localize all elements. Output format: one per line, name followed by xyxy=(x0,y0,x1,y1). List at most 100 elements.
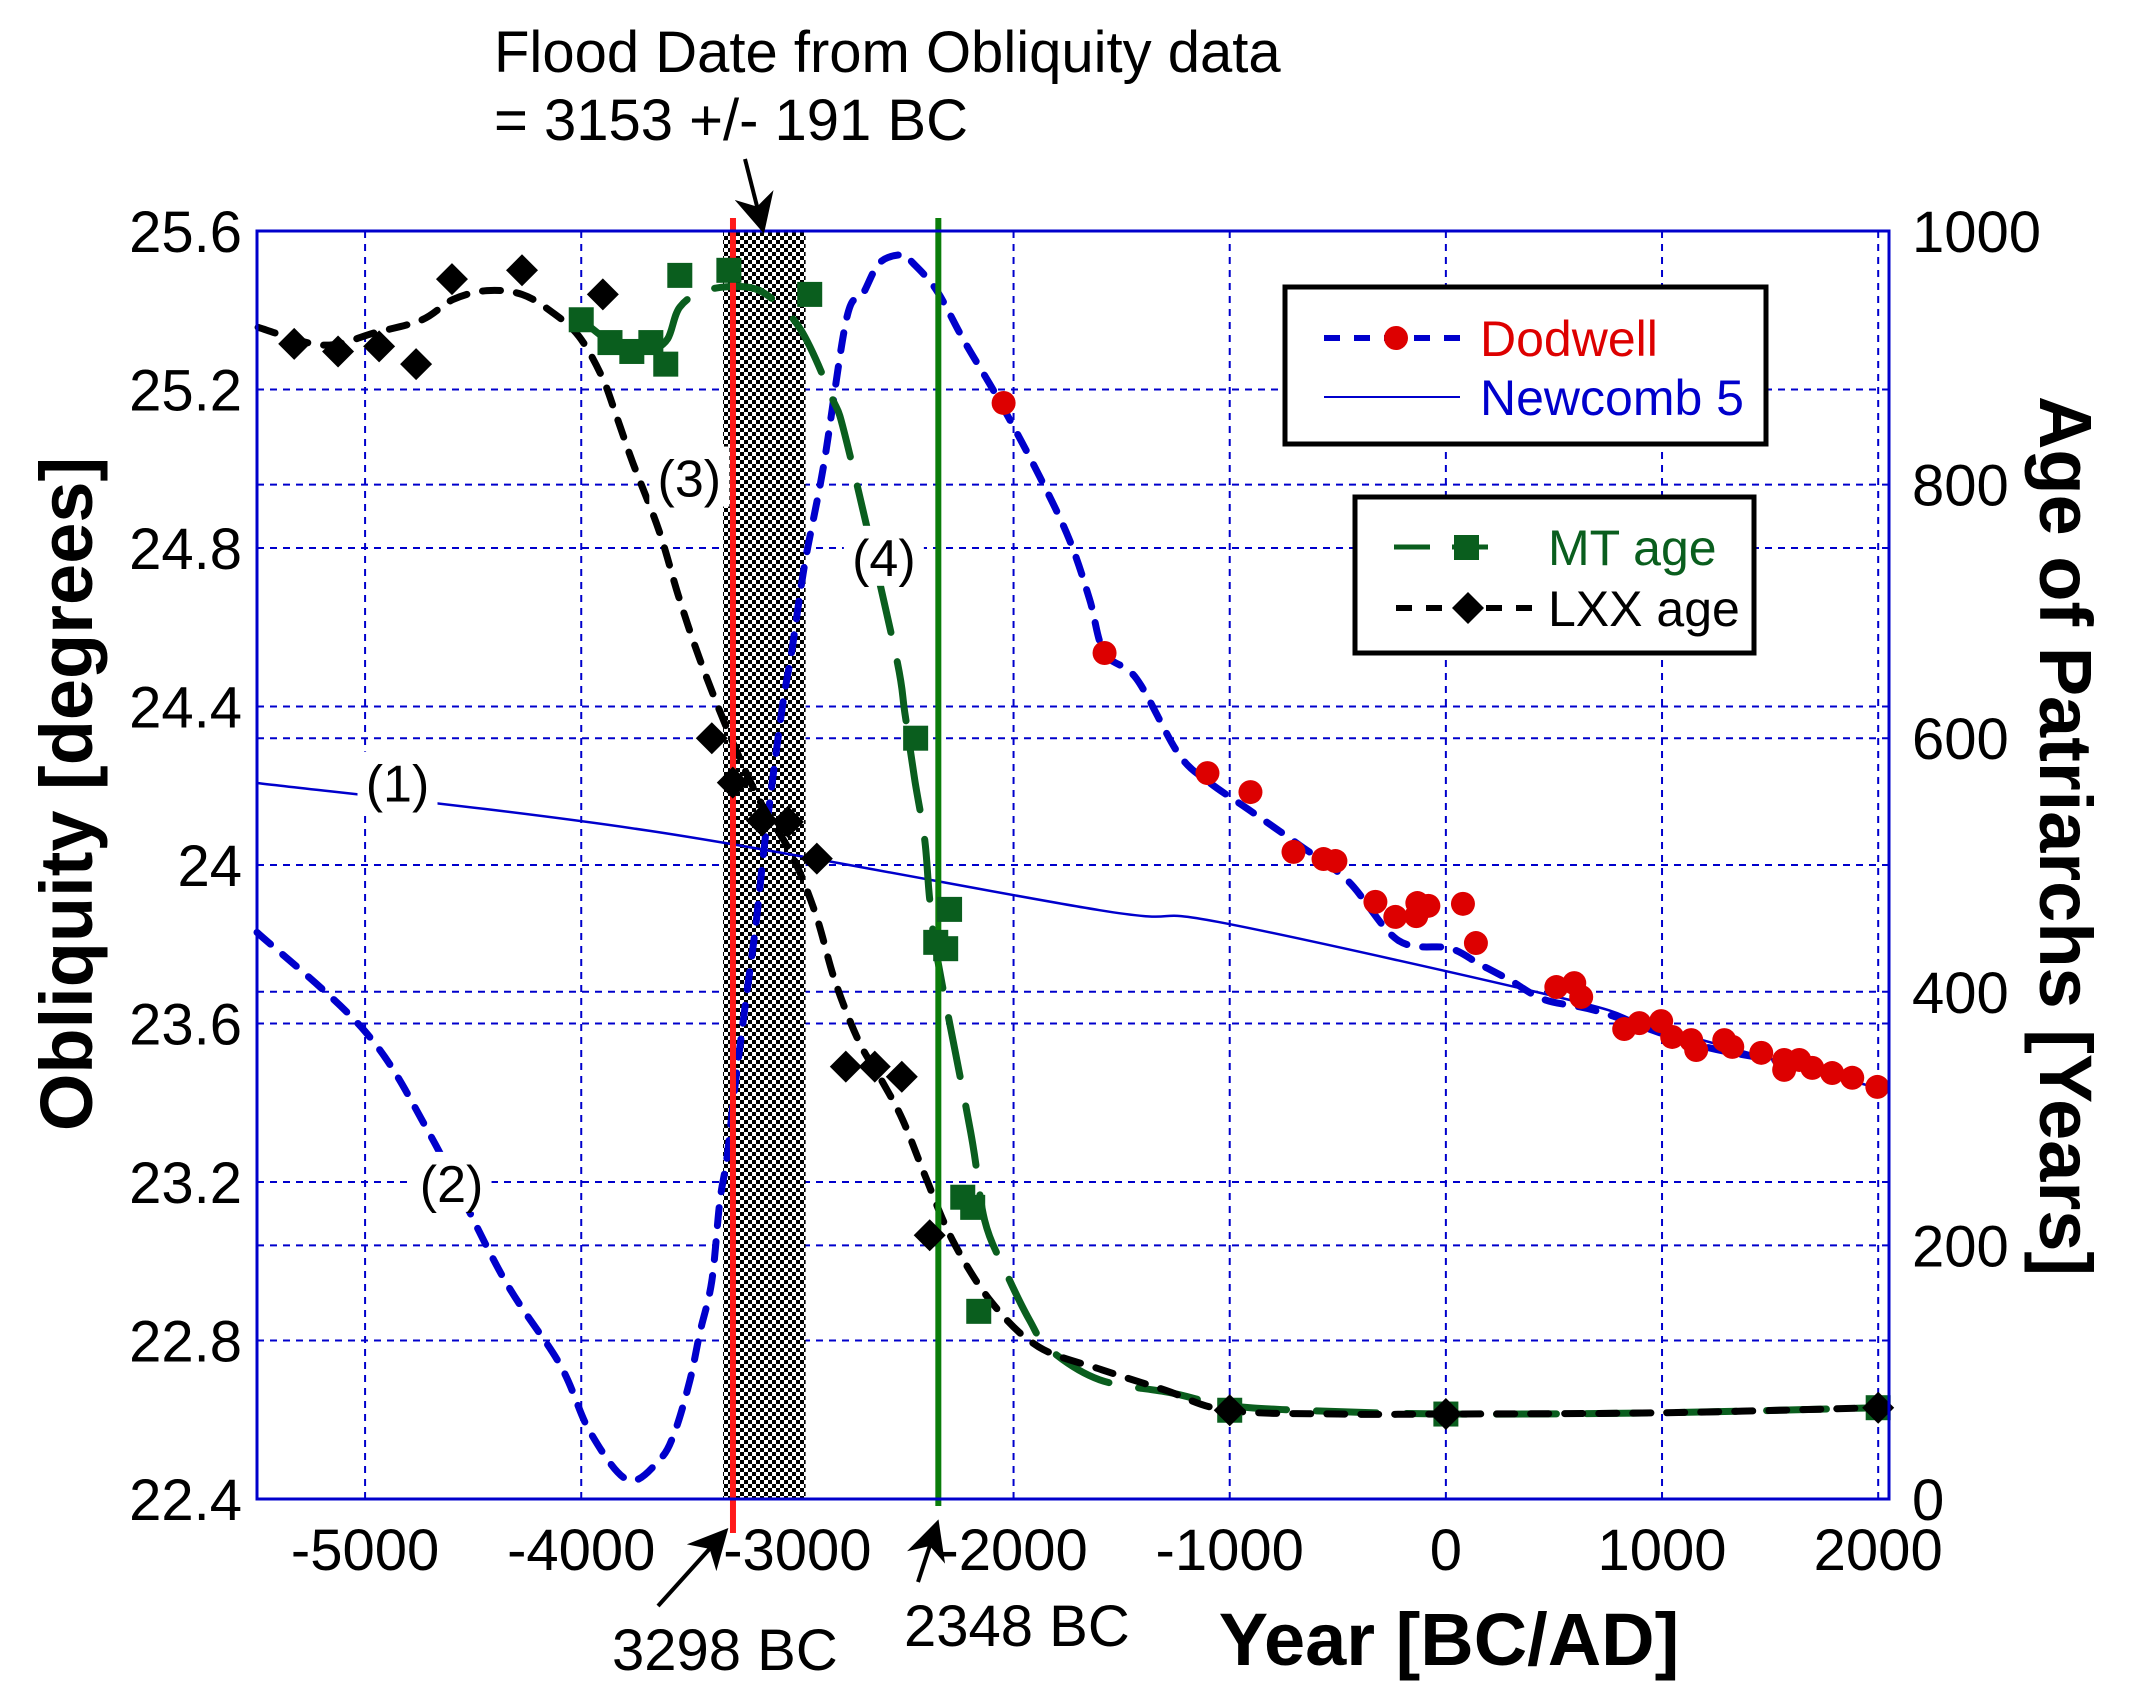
legend-obliquity: Dodwell Newcomb 5 xyxy=(1282,284,1769,447)
dodwell-point xyxy=(1238,780,1263,805)
mt-age-point xyxy=(923,929,949,955)
x-tick-label: -4000 xyxy=(507,1518,655,1583)
curve-label: (1) xyxy=(366,756,430,814)
curve-mt-age-curve xyxy=(577,282,1882,1418)
curve-label: (4) xyxy=(852,530,916,588)
lxx-age-point xyxy=(1213,1394,1246,1427)
x-tick-label: 2000 xyxy=(1814,1518,1943,1583)
lxx-age-point xyxy=(322,335,355,368)
lxx-age-point xyxy=(363,330,396,363)
legend-box-1 xyxy=(1282,284,1769,447)
lxx-age-point xyxy=(913,1219,946,1252)
dodwell-point xyxy=(1363,889,1388,914)
x-tick-label: 1000 xyxy=(1598,1518,1727,1583)
curve-labels: (1) (2) (3) (4) xyxy=(357,446,924,1214)
dodwell-point xyxy=(1800,1055,1825,1080)
curve-label: (2) xyxy=(420,1156,484,1214)
x-tick-label: -3000 xyxy=(723,1518,871,1583)
y-left-tick-label: 23.2 xyxy=(129,1151,242,1216)
y-left-axis-title: Obliquity [degrees] xyxy=(25,457,108,1131)
lxx-age-point xyxy=(1862,1391,1895,1424)
x-tick-label: -1000 xyxy=(1156,1518,1304,1583)
dodwell-point xyxy=(1660,1024,1685,1049)
y-left-tick-label: 24.8 xyxy=(129,517,242,582)
x-tick-label: -2000 xyxy=(939,1518,1087,1583)
curve-label-bg xyxy=(411,1151,492,1212)
dodwell-point xyxy=(1463,931,1488,956)
y-left-tick-label: 24 xyxy=(177,834,242,899)
x-tick-label: 0 xyxy=(1430,1518,1462,1583)
dodwell-point xyxy=(1720,1034,1745,1059)
lxx-age-point xyxy=(506,254,539,287)
legend-newcomb-label: Newcomb 5 xyxy=(1480,370,1744,426)
curve-dodwell-fit xyxy=(253,251,1883,1485)
dodwell-point xyxy=(1450,891,1475,916)
lxx-age-point xyxy=(400,348,433,381)
marker-label-3298: 3298 BC xyxy=(612,1618,838,1683)
y-right-tick-label: 400 xyxy=(1912,961,2009,1026)
y-left-tick-label: 25.6 xyxy=(129,200,242,265)
lxx-age-point xyxy=(745,804,778,837)
flood-annotation-line-1: Flood Date from Obliquity data xyxy=(494,20,1281,85)
x-axis-title: Year [BC/AD] xyxy=(1219,1598,1680,1681)
legend-dodwell-label: Dodwell xyxy=(1480,311,1658,367)
y-right-tick-label: 600 xyxy=(1912,707,2009,772)
legend-lxx-label: LXX age xyxy=(1548,581,1740,637)
y-left-tick-label: 22.8 xyxy=(129,1310,242,1375)
lxx-age-point xyxy=(829,1050,862,1083)
lxx-age-point xyxy=(800,842,833,875)
y-left-tick-label: 25.2 xyxy=(129,359,242,424)
mt-age-point xyxy=(653,351,679,377)
lxx-age-point xyxy=(695,722,728,755)
dodwell-point xyxy=(1092,641,1117,666)
series-markers xyxy=(278,254,1895,1431)
mt-age-point xyxy=(937,896,963,922)
mt-age-point xyxy=(667,262,693,288)
legend-ages: MT age LXX age xyxy=(1352,494,1757,656)
flood-uncertainty-band xyxy=(723,231,806,1499)
dodwell-point xyxy=(1749,1040,1774,1065)
y-left-tick-label: 24.4 xyxy=(129,676,242,741)
y-right-tick-label: 800 xyxy=(1912,454,2009,519)
mt-age-point xyxy=(597,330,623,356)
flood-date-arrow xyxy=(734,158,774,234)
y-right-tick-label: 0 xyxy=(1912,1468,1944,1533)
dodwell-point xyxy=(1865,1074,1890,1099)
dodwell-point xyxy=(1281,839,1306,864)
flood-annotation-line-2: = 3153 +/- 191 BC xyxy=(494,88,968,153)
mt-age-point xyxy=(638,330,664,356)
lxx-age-point xyxy=(435,263,468,296)
curve-newcomb-5 xyxy=(255,781,1890,1093)
lxx-age-point xyxy=(885,1060,918,1093)
dodwell-point xyxy=(1323,849,1348,874)
green-marker-arrow xyxy=(907,1519,946,1583)
legend-lxx-marker-icon xyxy=(1452,592,1484,624)
dodwell-point xyxy=(1544,975,1569,1000)
mt-age-point xyxy=(960,1194,986,1220)
lxx-age-point xyxy=(586,278,619,311)
dodwell-point xyxy=(1383,904,1408,929)
dodwell-point xyxy=(1416,893,1441,918)
mt-age-point xyxy=(716,257,742,283)
lxx-age-point xyxy=(858,1050,891,1083)
y-right-tick-label: 1000 xyxy=(1912,200,2041,265)
legend-mt-marker-icon xyxy=(1454,535,1479,560)
axis-ticks: -5000 -4000 -3000 -2000 -1000 0 1000 2000 22.4 22… xyxy=(129,200,2041,1583)
y-right-axis-title: Age of Patriarchs [Years] xyxy=(2024,396,2107,1276)
mt-age-point xyxy=(966,1298,992,1324)
dodwell-point xyxy=(1627,1011,1652,1036)
y-left-tick-label: 22.4 xyxy=(129,1468,242,1533)
curve-label-bg xyxy=(843,525,924,586)
legend-mt-label: MT age xyxy=(1548,520,1717,576)
dodwell-point xyxy=(1684,1038,1709,1063)
legend-box-2 xyxy=(1352,494,1757,656)
x-tick-label: -5000 xyxy=(291,1518,439,1583)
dodwell-point xyxy=(991,390,1016,415)
lxx-age-point xyxy=(716,766,749,799)
vertical-markers xyxy=(729,218,942,1533)
annotation-arrows xyxy=(656,158,946,1608)
curve-label: (3) xyxy=(658,451,722,509)
mt-age-point xyxy=(568,307,594,333)
dodwell-point xyxy=(1820,1061,1845,1086)
